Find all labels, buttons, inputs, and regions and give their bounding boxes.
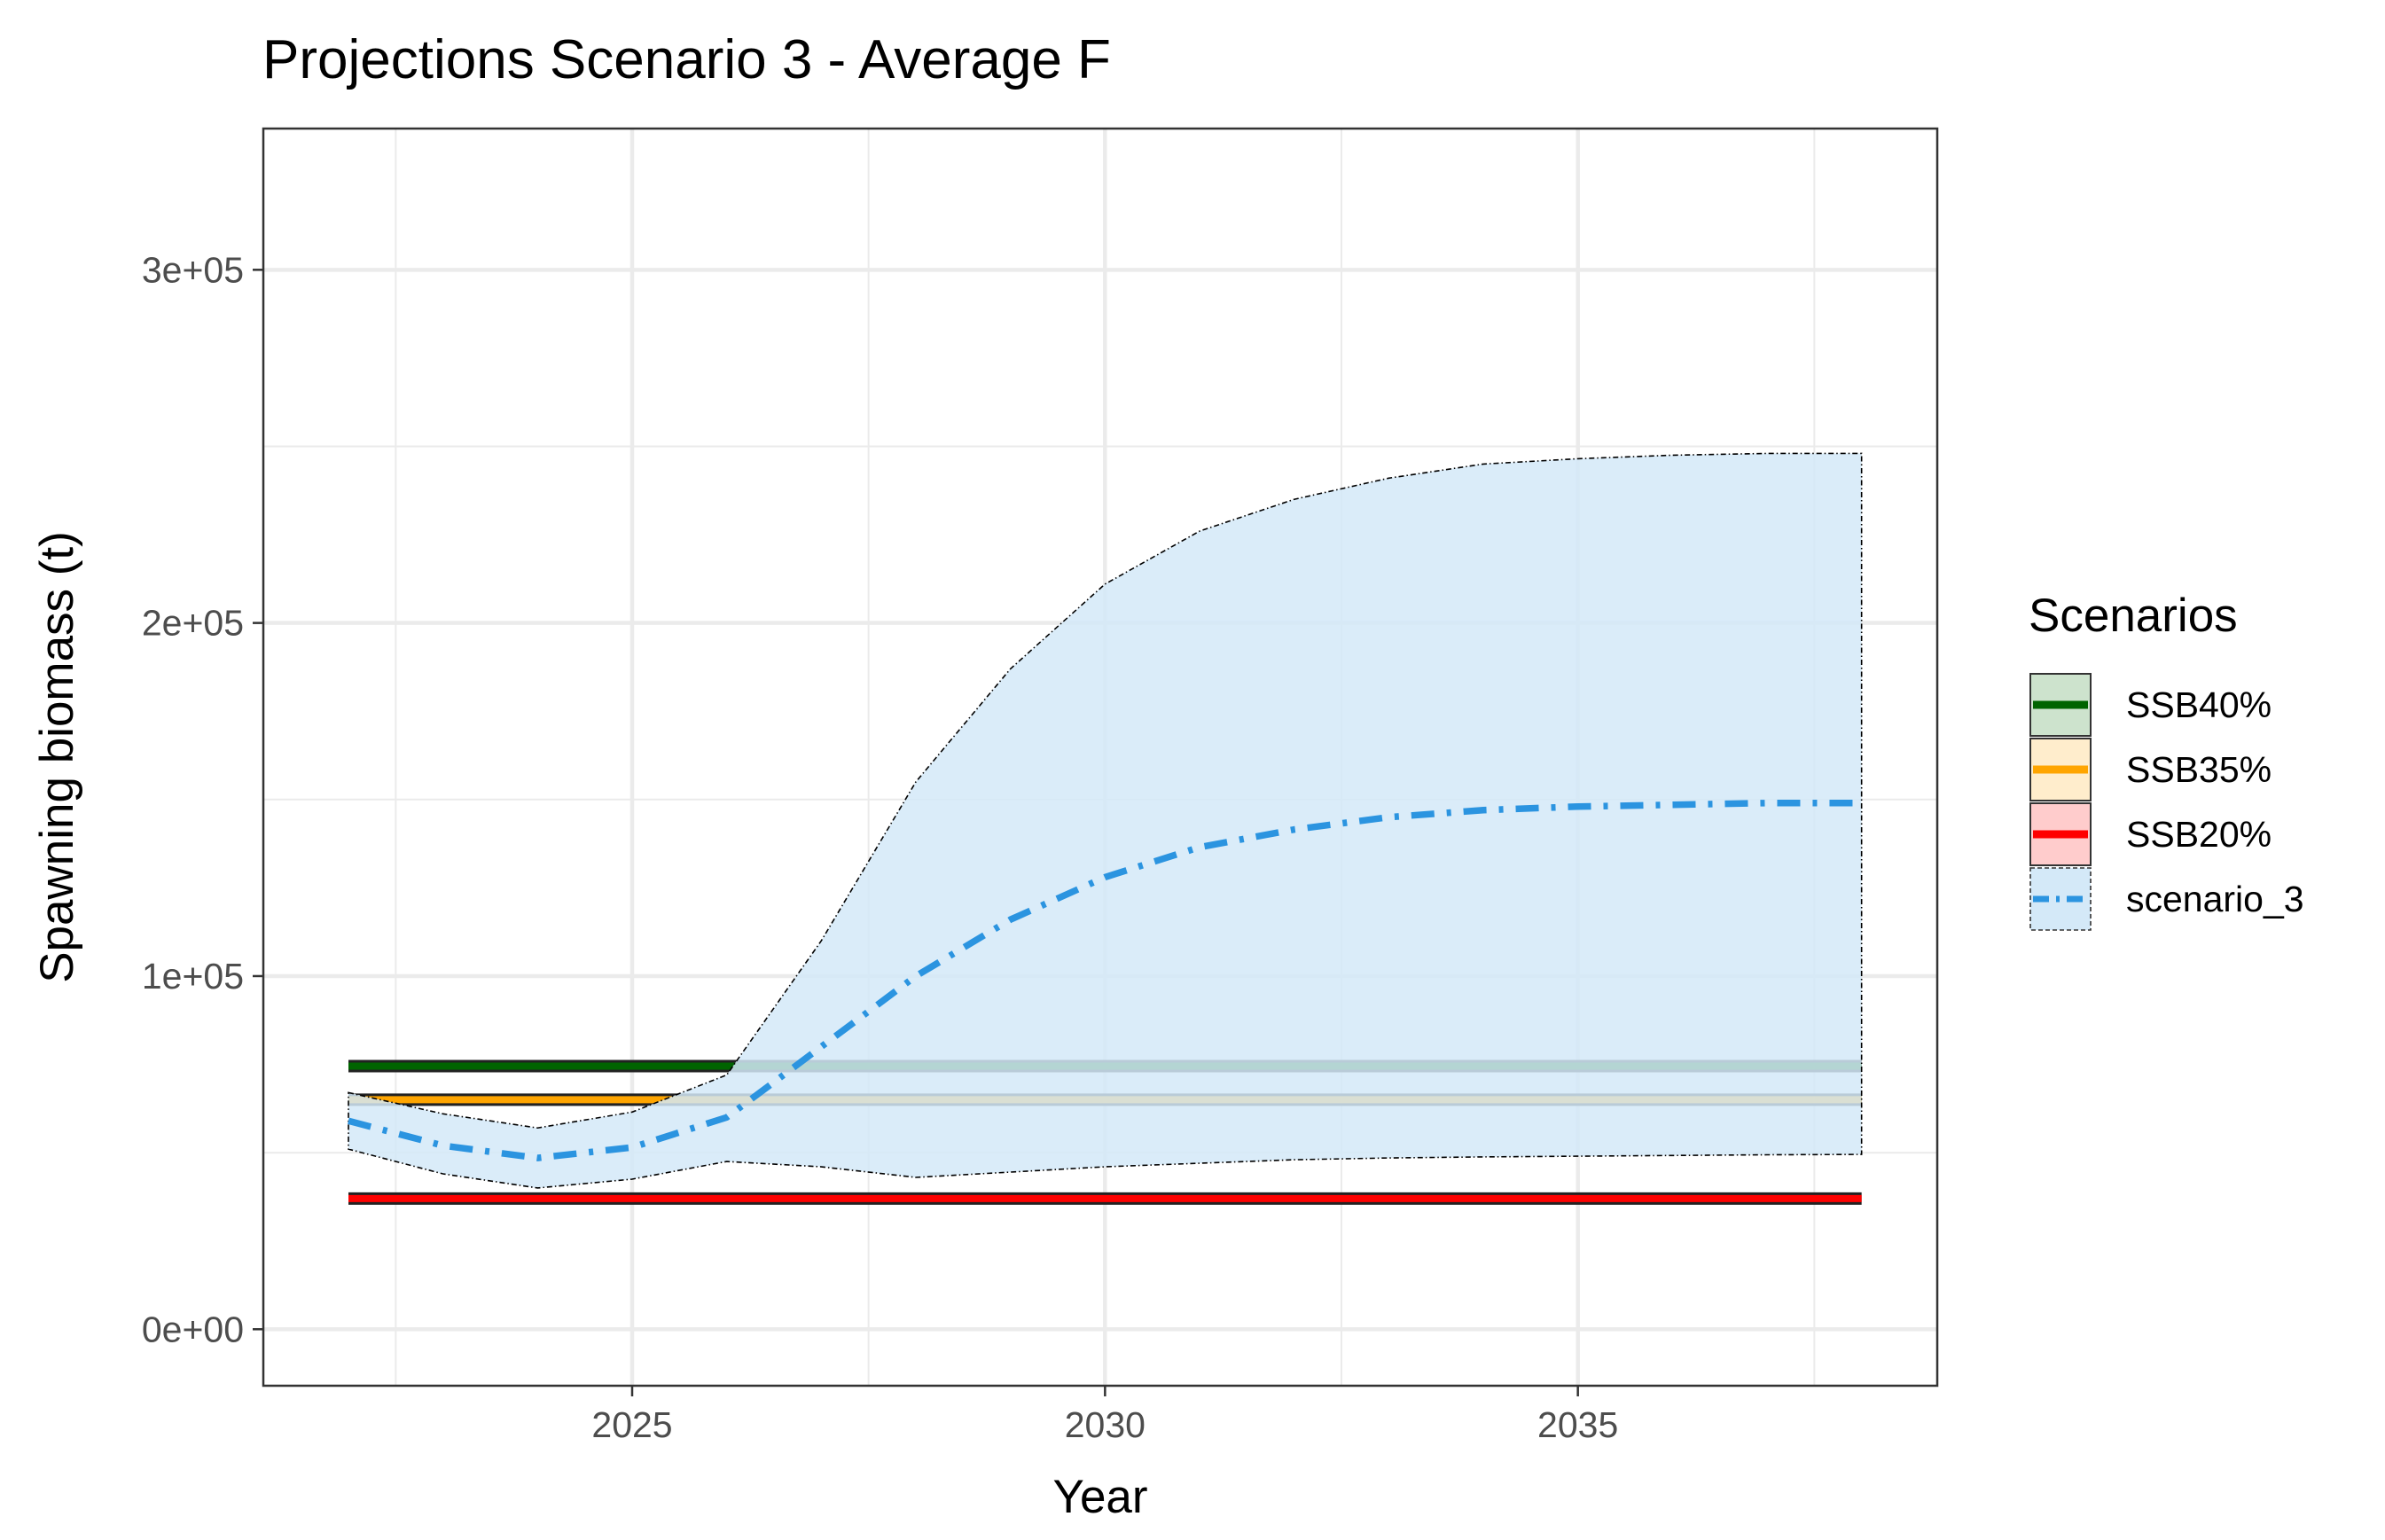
data-point (726, 1117, 727, 1118)
data-point (632, 1147, 633, 1148)
panel-border (262, 127, 1939, 1388)
data-point (916, 975, 917, 976)
data-point (1861, 802, 1862, 803)
y-axis-title: Spawning biomass (t) (31, 531, 83, 983)
confidence-bands (348, 452, 1863, 1189)
x-tick-label: 2030 (1065, 1404, 1146, 1445)
plot-panel (262, 127, 1939, 1388)
confidence-band (348, 452, 1863, 1189)
y-tick-label: 1e+05 (142, 956, 244, 997)
y-tick-label: 3e+05 (142, 249, 244, 290)
y-tick-label: 0e+00 (142, 1309, 244, 1349)
data-point (1483, 809, 1484, 810)
legend: Scenarios SSB40% SSB35% SSB20% scenario_3 (2029, 590, 2304, 931)
data-point (1672, 804, 1673, 805)
scenario-line (348, 800, 1862, 1161)
x-axis-title: Year (1052, 1471, 1147, 1523)
legend-label: SSB20% (2126, 814, 2272, 855)
data-point (1010, 919, 1011, 920)
data-point (537, 1158, 538, 1159)
legend-title: Scenarios (2029, 590, 2238, 642)
series-lines (348, 800, 1862, 1161)
x-axis: 2025 2030 2035 (591, 1386, 1618, 1445)
legend-label: SSB40% (2126, 684, 2272, 725)
data-point (348, 1121, 349, 1122)
y-tick-label: 2e+05 (142, 603, 244, 644)
x-tick-label: 2025 (591, 1404, 672, 1445)
data-point (442, 1145, 443, 1146)
legend-label: scenario_3 (2126, 879, 2304, 919)
data-point (821, 1046, 822, 1047)
data-point (1767, 802, 1768, 803)
legend-label: SSB35% (2126, 749, 2272, 790)
x-tick-label: 2035 (1537, 1404, 1618, 1445)
data-point (1577, 806, 1578, 807)
y-axis: 0e+00 1e+05 2e+05 3e+05 (142, 249, 263, 1349)
data-point (1105, 877, 1106, 878)
chart-title: Projections Scenario 3 - Average F (262, 29, 1111, 90)
